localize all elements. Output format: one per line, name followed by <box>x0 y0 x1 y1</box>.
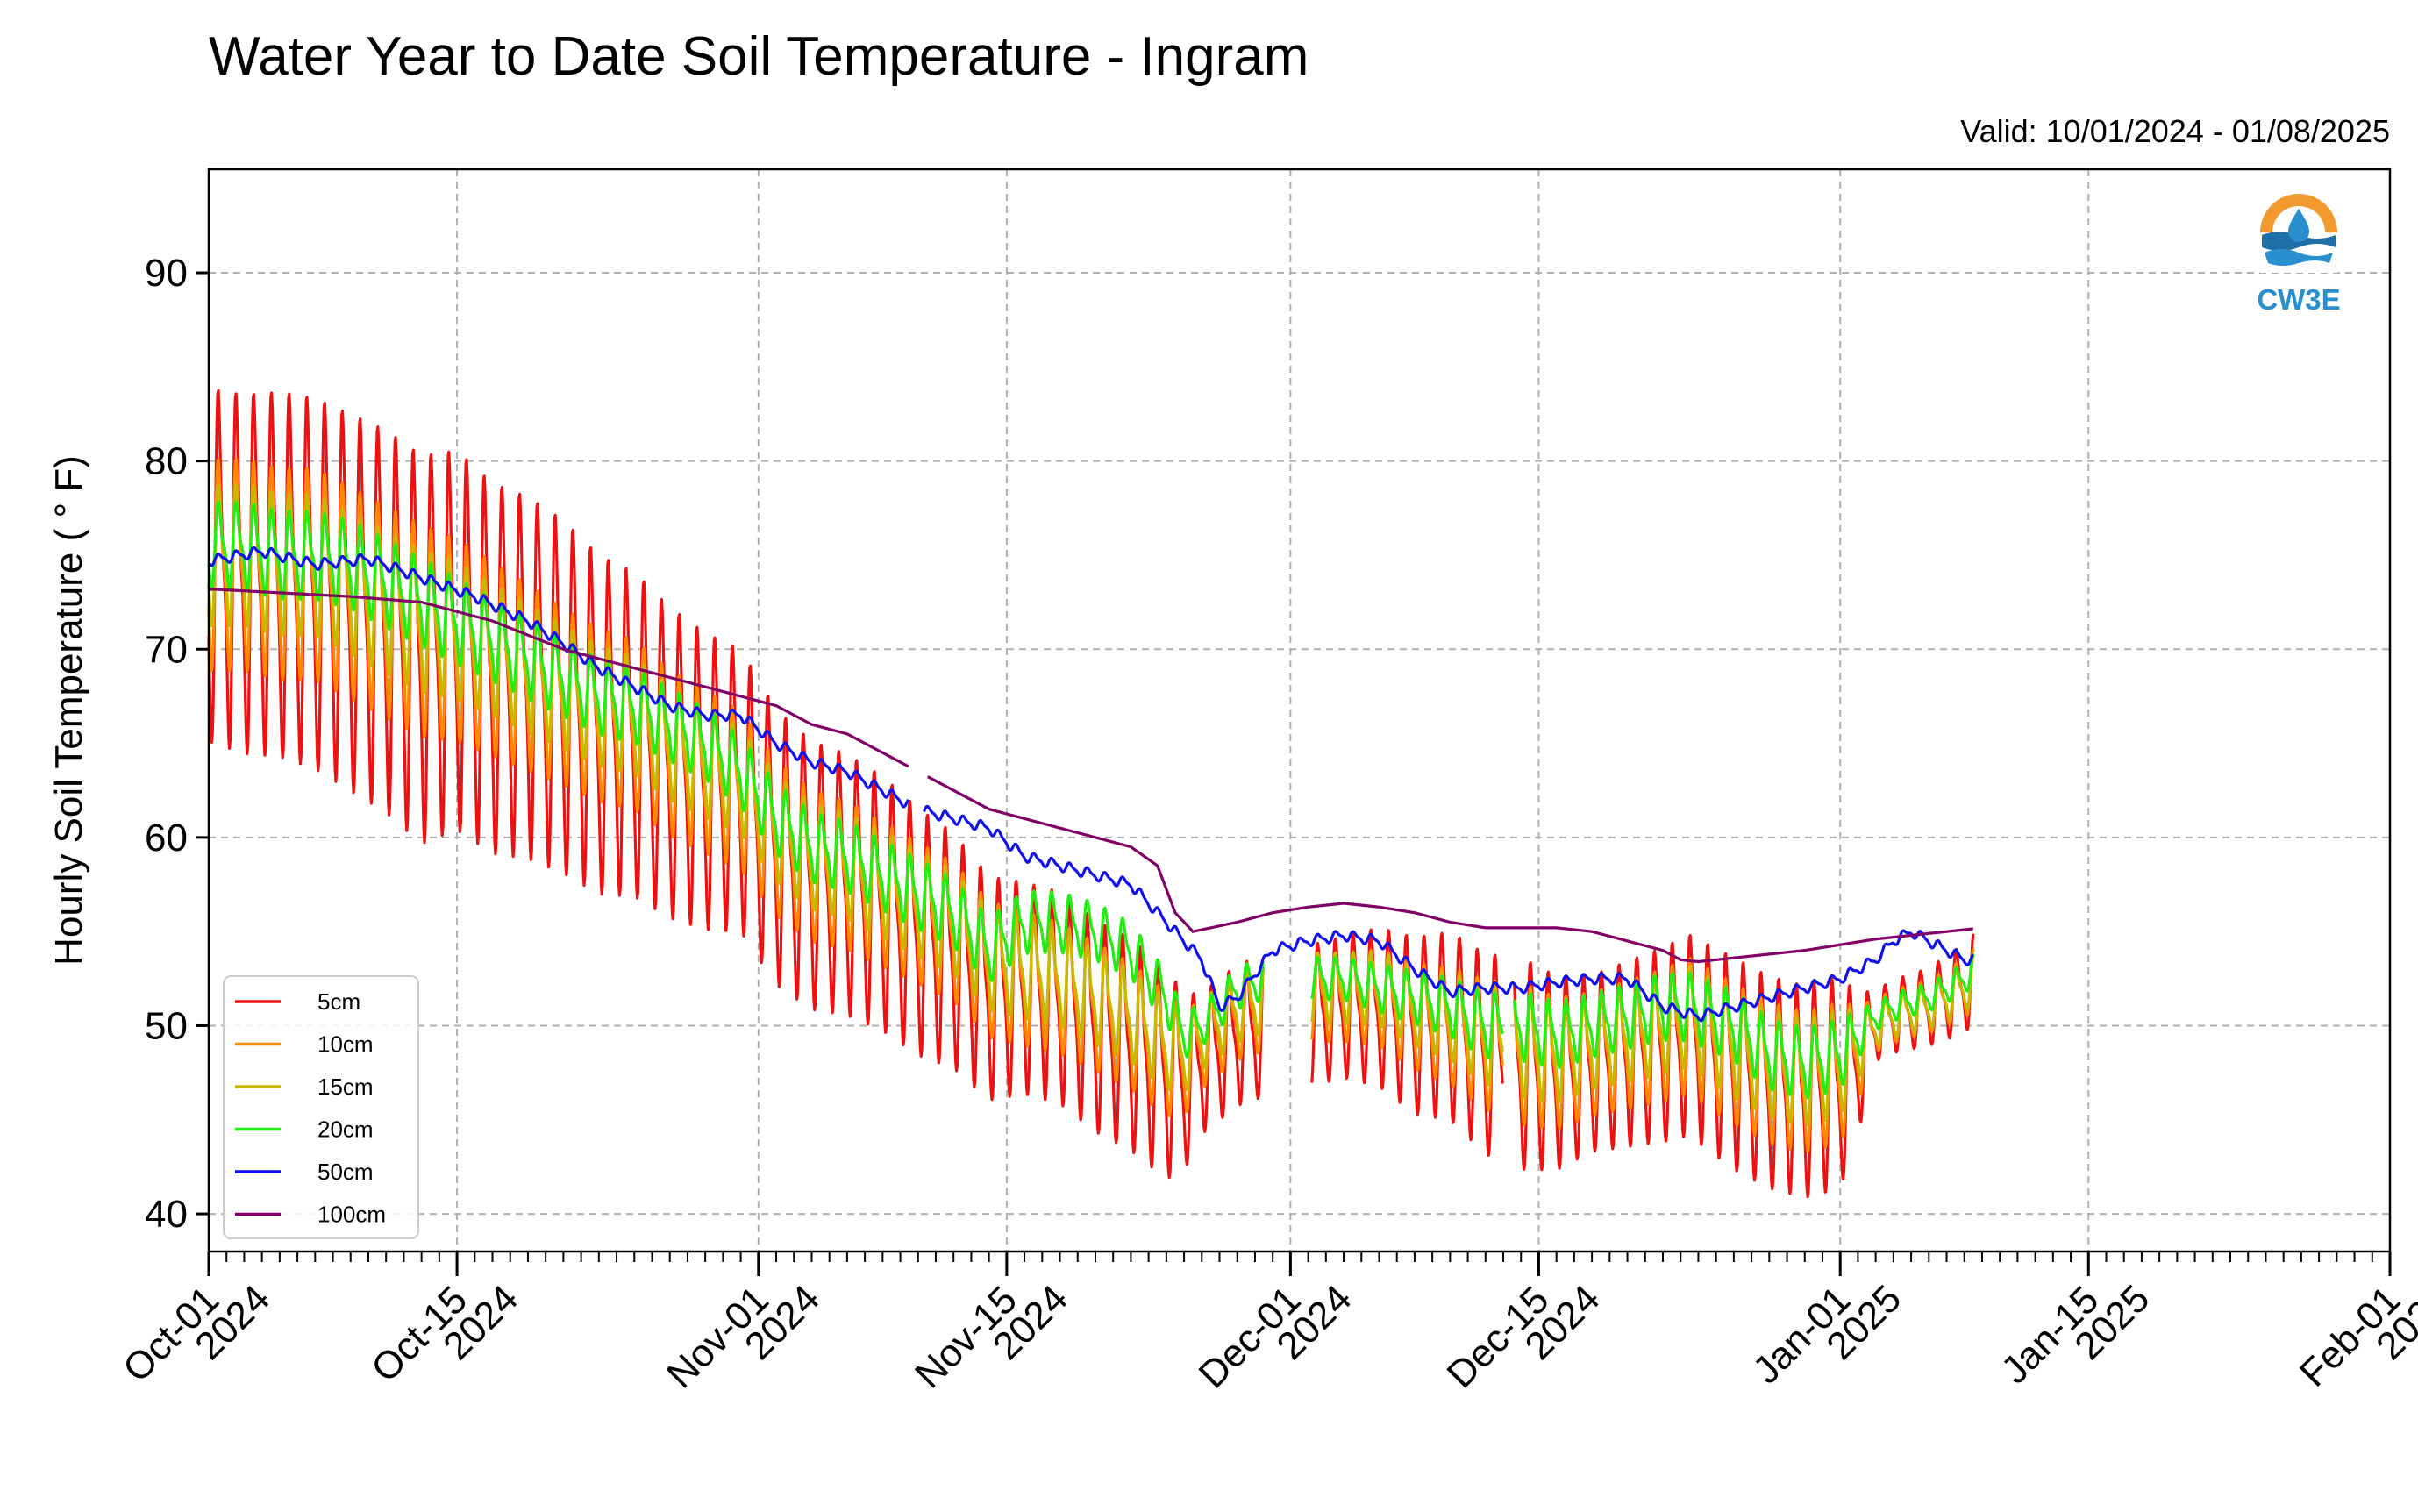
y-tick-label: 70 <box>145 628 188 671</box>
logo-drop-icon <box>2288 209 2309 242</box>
series-lines <box>207 389 1975 1199</box>
legend-label-50cm: 50cm <box>317 1159 374 1185</box>
y-tick-label: 60 <box>145 817 188 859</box>
y-axis-label: Hourly Soil Temperature ( ° F) <box>47 455 90 966</box>
series-line-15cm <box>207 483 1975 1127</box>
series-line-100cm <box>208 588 1974 964</box>
y-tick-label: 40 <box>145 1193 188 1236</box>
legend-label-5cm: 5cm <box>317 988 360 1015</box>
plot-frame <box>207 168 2392 1253</box>
logo-wave-icon-2 <box>2265 249 2333 266</box>
legend-box <box>223 975 419 1239</box>
y-tick-label: 80 <box>145 440 188 483</box>
cw3e-logo: CW3E <box>2257 194 2341 316</box>
grid-lines <box>208 169 2391 1252</box>
legend-label-10cm: 10cm <box>317 1031 374 1058</box>
y-tick-label: 90 <box>145 252 188 295</box>
chart-title: Water Year to Date Soil Temperature - In… <box>209 26 1309 87</box>
valid-date-range: Valid: 10/01/2024 - 01/08/2025 <box>1960 113 2390 149</box>
logo-text: CW3E <box>2257 283 2340 316</box>
series-line-5cm <box>207 389 1975 1199</box>
series-line-10cm <box>207 457 1975 1154</box>
y-tick-label: 50 <box>145 1004 188 1047</box>
series-line-50cm <box>207 546 1974 1023</box>
legend: 5cm 10cm 15cm 20cm 50cm 100cm <box>223 975 419 1239</box>
legend-label-15cm: 15cm <box>317 1073 374 1100</box>
legend-label-20cm: 20cm <box>317 1116 374 1143</box>
legend-label-100cm: 100cm <box>317 1202 386 1228</box>
